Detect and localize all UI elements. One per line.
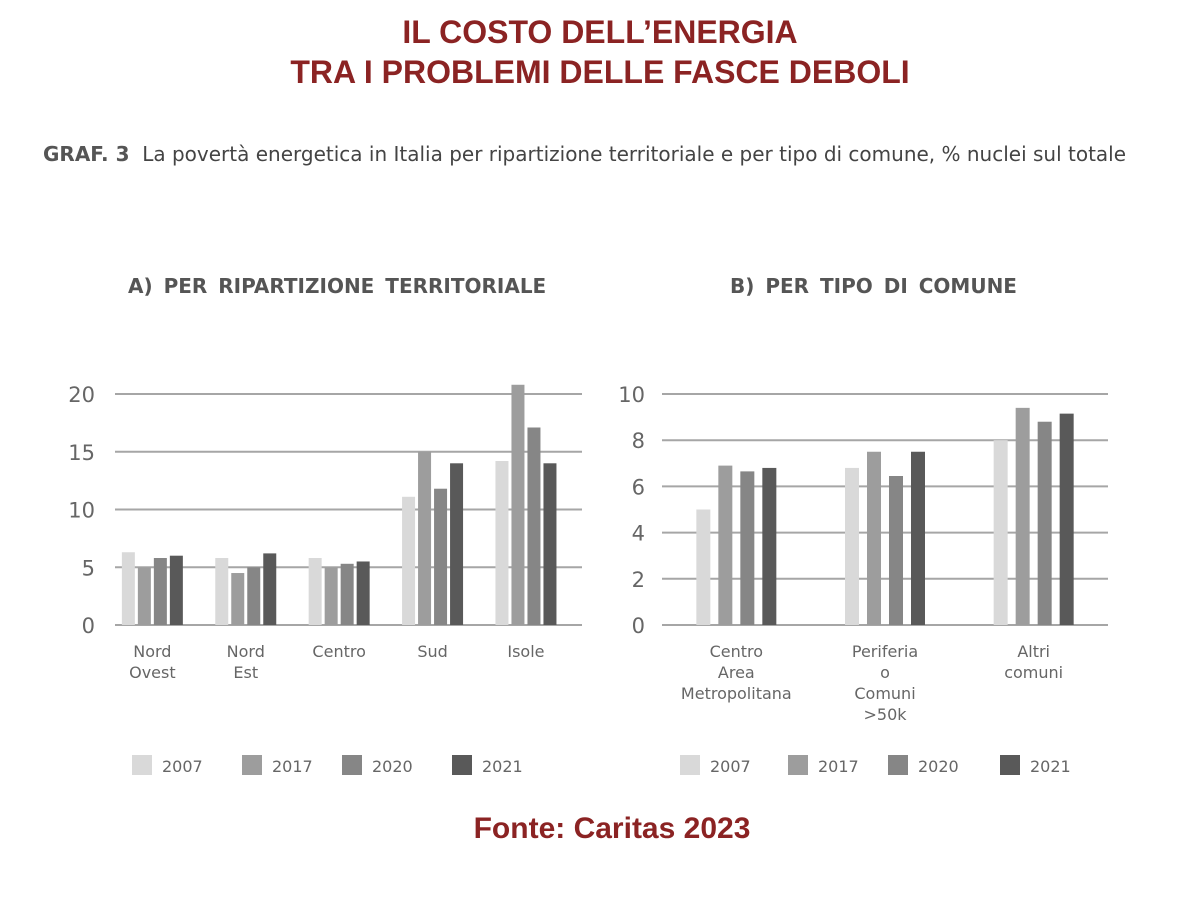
legend-label-2007: 2007 <box>162 757 203 776</box>
x-tick-label: Comuni <box>854 684 915 703</box>
x-tick-label: Metropolitana <box>681 684 792 703</box>
bar-2017 <box>231 573 245 625</box>
legend-label-2017: 2017 <box>272 757 313 776</box>
bar-2020 <box>434 488 448 625</box>
bar-2021 <box>263 553 277 625</box>
bar-2020 <box>527 427 541 625</box>
x-tick-label: Centro <box>710 642 763 661</box>
bar-2007 <box>402 496 416 625</box>
x-tick-label: Sud <box>417 642 447 661</box>
bar-2017 <box>511 384 525 625</box>
title-line-2: TRA I PROBLEMI DELLE FASCE DEBOLI <box>290 54 910 90</box>
x-tick-label: Est <box>233 663 258 682</box>
x-tick-label: Centro <box>312 642 365 661</box>
bar-2017 <box>718 465 733 625</box>
y-tick-label: 10 <box>68 499 95 523</box>
bar-2007 <box>845 467 859 625</box>
bar-2017 <box>1015 407 1030 625</box>
legend-label-2020: 2020 <box>372 757 413 776</box>
y-tick-label: 15 <box>68 441 95 465</box>
y-tick-label: 20 <box>68 383 95 407</box>
source-note: Fonte: Caritas 2023 <box>473 812 751 845</box>
y-tick-label: 10 <box>618 383 645 407</box>
bar-2017 <box>137 567 151 625</box>
bar-2021 <box>543 463 557 625</box>
caption-text: La povertà energetica in Italia per ripa… <box>142 142 1127 166</box>
bar-2017 <box>867 451 881 625</box>
y-tick-label: 4 <box>632 522 645 546</box>
legend-swatch-2021 <box>452 755 472 775</box>
bar-2007 <box>495 460 509 625</box>
bar-2017 <box>324 567 338 625</box>
legend-swatch-2020 <box>342 755 362 775</box>
bar-2020 <box>1037 421 1052 625</box>
bar-2007 <box>121 552 135 625</box>
chart-b-title: B) PER TIPO DI COMUNE <box>730 274 1017 298</box>
x-tick-label: o <box>880 663 890 682</box>
x-tick-label: comuni <box>1004 663 1063 682</box>
legend-label-2020: 2020 <box>918 757 959 776</box>
legend-swatch-2007 <box>680 755 700 775</box>
bar-2007 <box>308 558 322 625</box>
y-tick-label: 5 <box>82 556 95 580</box>
bar-2021 <box>356 561 370 625</box>
legend-label-2017: 2017 <box>818 757 859 776</box>
legend-label-2021: 2021 <box>1030 757 1071 776</box>
x-tick-label: Altri <box>1017 642 1050 661</box>
legend-label-2007: 2007 <box>710 757 751 776</box>
bar-2020 <box>889 476 903 625</box>
legend-swatch-2021 <box>1000 755 1020 775</box>
x-tick-label: Nord <box>133 642 171 661</box>
x-tick-label: Nord <box>227 642 265 661</box>
bar-2020 <box>247 567 261 625</box>
legend-swatch-2017 <box>242 755 262 775</box>
bar-2020 <box>340 563 354 625</box>
x-tick-label: Periferia <box>852 642 918 661</box>
y-tick-label: 8 <box>632 429 645 453</box>
bar-2021 <box>1059 413 1074 625</box>
y-tick-label: 0 <box>82 614 95 638</box>
bar-2020 <box>153 558 167 625</box>
chart-a-title: A) PER RIPARTIZIONE TERRITORIALE <box>128 274 547 298</box>
bar-2017 <box>418 451 432 625</box>
bar-2021 <box>762 467 777 625</box>
bar-2007 <box>696 509 711 625</box>
legend-swatch-2007 <box>132 755 152 775</box>
x-tick-label: Ovest <box>129 663 176 682</box>
bar-2007 <box>215 558 229 625</box>
title-line-1: IL COSTO DELL’ENERGIA <box>402 14 798 50</box>
caption-label: GRAF. 3 <box>43 142 130 166</box>
x-tick-label: Isole <box>507 642 544 661</box>
bar-2007 <box>993 440 1008 625</box>
bar-2021 <box>450 463 464 625</box>
bar-2020 <box>740 471 755 625</box>
legend-swatch-2017 <box>788 755 808 775</box>
x-tick-label: >50k <box>863 705 907 724</box>
bar-2021 <box>169 555 183 625</box>
bar-2021 <box>911 451 925 625</box>
y-tick-label: 0 <box>632 614 645 638</box>
legend-swatch-2020 <box>888 755 908 775</box>
chart-caption: GRAF. 3 La povertà energetica in Italia … <box>43 140 1173 169</box>
y-tick-label: 2 <box>632 568 645 592</box>
legend-label-2021: 2021 <box>482 757 523 776</box>
y-tick-label: 6 <box>632 475 645 499</box>
x-tick-label: Area <box>718 663 755 682</box>
